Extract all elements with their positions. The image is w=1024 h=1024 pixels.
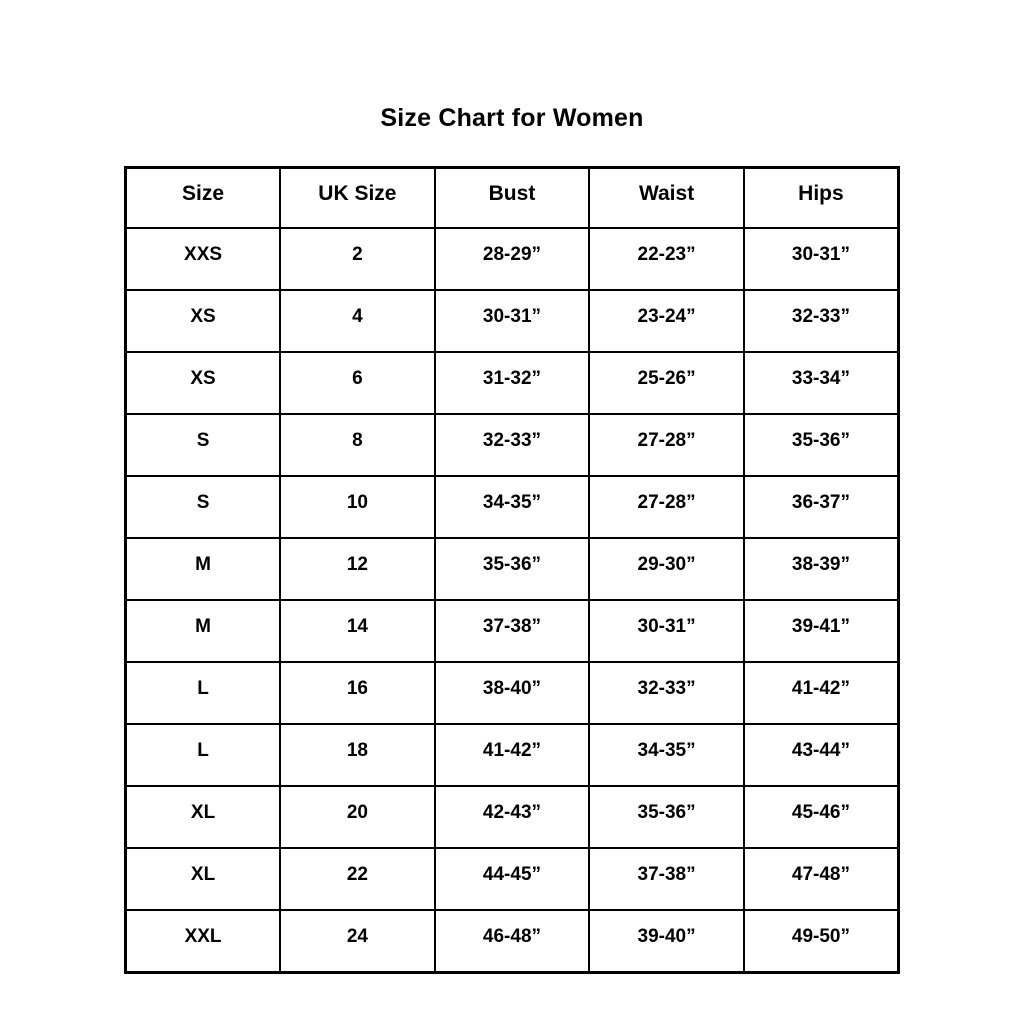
table-row: S 10 34-35” 27-28” 36-37” <box>124 475 900 539</box>
table-head: Size UK Size Bust Waist Hips <box>124 166 900 229</box>
table-cell: 49-50” <box>742 909 900 974</box>
table-cell: 35-36” <box>588 785 745 849</box>
column-header: UK Size <box>279 166 436 229</box>
table-cell: 2 <box>279 227 436 291</box>
table-cell: 39-41” <box>742 599 900 663</box>
table-cell: 25-26” <box>588 351 745 415</box>
table-row: M 14 37-38” 30-31” 39-41” <box>124 599 900 663</box>
table-row: XS 6 31-32” 25-26” 33-34” <box>124 351 900 415</box>
table-cell: 24 <box>279 909 436 974</box>
table-cell: 46-48” <box>433 909 591 974</box>
table-row: XL 20 42-43” 35-36” 45-46” <box>124 785 900 849</box>
table-cell: 34-35” <box>588 723 745 787</box>
table-cell: 32-33” <box>433 413 591 477</box>
table-cell: 47-48” <box>742 847 900 911</box>
table-cell: 8 <box>279 413 436 477</box>
table-cell: 29-30” <box>588 537 745 601</box>
table-cell: 14 <box>279 599 436 663</box>
table-cell: 30-31” <box>433 289 591 353</box>
table-cell: 30-31” <box>588 599 745 663</box>
table-cell: S <box>124 413 282 477</box>
table-cell: L <box>124 661 282 725</box>
table-cell: S <box>124 475 282 539</box>
table-header-row: Size UK Size Bust Waist Hips <box>124 166 900 229</box>
table-cell: 42-43” <box>433 785 591 849</box>
size-chart-table: Size UK Size Bust Waist Hips XXS 2 28-29” 22-23… <box>124 166 900 974</box>
table-cell: 35-36” <box>742 413 900 477</box>
table-row: XXS 2 28-29” 22-23” 30-31” <box>124 227 900 291</box>
table-cell: 22-23” <box>588 227 745 291</box>
table-cell: 41-42” <box>742 661 900 725</box>
table-cell: 27-28” <box>588 475 745 539</box>
table-cell: 44-45” <box>433 847 591 911</box>
table-cell: 38-40” <box>433 661 591 725</box>
table-cell: 28-29” <box>433 227 591 291</box>
page-title: Size Chart for Women <box>380 104 644 132</box>
table-cell: XL <box>124 847 282 911</box>
table-cell: 37-38” <box>588 847 745 911</box>
table-cell: 4 <box>279 289 436 353</box>
table-body: XXS 2 28-29” 22-23” 30-31” XS 4 30-31” 23-24” 32-… <box>124 227 900 974</box>
table-cell: XS <box>124 289 282 353</box>
table-cell: 34-35” <box>433 475 591 539</box>
column-header: Hips <box>742 166 900 229</box>
table-cell: 20 <box>279 785 436 849</box>
size-chart-page: Size Chart for Women Size UK Size Bust Wais… <box>124 104 900 974</box>
table-cell: 36-37” <box>742 475 900 539</box>
table-cell: 41-42” <box>433 723 591 787</box>
table-cell: 30-31” <box>742 227 900 291</box>
table-cell: 6 <box>279 351 436 415</box>
table-cell: 39-40” <box>588 909 745 974</box>
table-cell: 18 <box>279 723 436 787</box>
table-cell: M <box>124 599 282 663</box>
column-header: Waist <box>588 166 745 229</box>
table-cell: 37-38” <box>433 599 591 663</box>
table-row: XS 4 30-31” 23-24” 32-33” <box>124 289 900 353</box>
table-row: S 8 32-33” 27-28” 35-36” <box>124 413 900 477</box>
table-cell: M <box>124 537 282 601</box>
table-row: M 12 35-36” 29-30” 38-39” <box>124 537 900 601</box>
column-header: Bust <box>433 166 591 229</box>
table-cell: L <box>124 723 282 787</box>
table-cell: 10 <box>279 475 436 539</box>
table-cell: 31-32” <box>433 351 591 415</box>
table-row: XXL 24 46-48” 39-40” 49-50” <box>124 909 900 974</box>
table-row: L 18 41-42” 34-35” 43-44” <box>124 723 900 787</box>
table-cell: 32-33” <box>742 289 900 353</box>
table-cell: 22 <box>279 847 436 911</box>
table-cell: 23-24” <box>588 289 745 353</box>
table-cell: 32-33” <box>588 661 745 725</box>
table-cell: 16 <box>279 661 436 725</box>
table-row: L 16 38-40” 32-33” 41-42” <box>124 661 900 725</box>
table-cell: XL <box>124 785 282 849</box>
table-cell: 35-36” <box>433 537 591 601</box>
table-row: XL 22 44-45” 37-38” 47-48” <box>124 847 900 911</box>
table-cell: 27-28” <box>588 413 745 477</box>
table-cell: 33-34” <box>742 351 900 415</box>
table-cell: XS <box>124 351 282 415</box>
table-cell: 45-46” <box>742 785 900 849</box>
table-cell: 38-39” <box>742 537 900 601</box>
table-cell: 12 <box>279 537 436 601</box>
table-cell: 43-44” <box>742 723 900 787</box>
table-cell: XXS <box>124 227 282 291</box>
table-cell: XXL <box>124 909 282 974</box>
column-header: Size <box>124 166 282 229</box>
